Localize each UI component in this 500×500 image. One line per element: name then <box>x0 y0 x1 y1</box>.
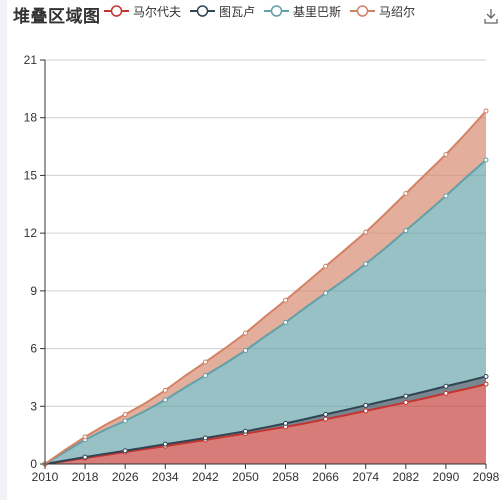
legend-item[interactable]: 图瓦卢 <box>190 3 255 20</box>
data-point <box>483 373 489 379</box>
series-line-基里巴斯 <box>44 159 487 465</box>
y-tick-label: 3 <box>30 399 37 413</box>
data-point <box>202 373 208 379</box>
area-马尔代夫 <box>45 384 486 464</box>
data-point <box>363 408 369 414</box>
data-point <box>82 454 88 460</box>
x-tick-label: 2034 <box>152 470 179 484</box>
data-point <box>162 397 168 403</box>
chart-title: 堆叠区域图 <box>13 7 101 26</box>
legend-label: 马尔代夫 <box>133 4 182 19</box>
x-tick-label: 2026 <box>112 470 139 484</box>
x-tick-label: 2018 <box>72 470 99 484</box>
legend-item[interactable]: 基里巴斯 <box>264 3 341 20</box>
data-point <box>363 229 369 235</box>
data-point <box>162 441 168 447</box>
x-tick-label: 2010 <box>32 470 59 484</box>
axis-layer: 0 3 6 9 12 15 18 21 2010 2018 2026 2034 2042 2050 2058… <box>24 53 500 484</box>
data-point <box>403 393 409 399</box>
y-tick-label: 6 <box>30 342 37 356</box>
legend-label: 基里巴斯 <box>293 4 342 19</box>
area-基里巴斯 <box>45 160 486 465</box>
data-point <box>323 263 329 269</box>
data-point <box>283 319 289 325</box>
legend-label: 马绍尔 <box>379 4 416 19</box>
y-tick-label: 9 <box>30 284 37 298</box>
area-layer <box>45 110 486 465</box>
y-tick-label: 15 <box>24 168 38 182</box>
data-point <box>122 418 128 424</box>
legend-item[interactable]: 马绍尔 <box>350 3 415 20</box>
data-point <box>162 387 168 393</box>
data-point <box>483 108 489 114</box>
data-point <box>363 261 369 267</box>
data-point <box>283 420 289 426</box>
x-tick-label: 2066 <box>312 470 339 484</box>
left-edge-strip <box>0 0 7 500</box>
data-point <box>483 381 489 387</box>
data-point <box>242 330 248 336</box>
x-tick-label: 2042 <box>192 470 219 484</box>
data-point <box>403 228 409 234</box>
data-point <box>202 359 208 365</box>
legend-label: 图瓦卢 <box>219 4 256 19</box>
x-tick-label: 2098 <box>473 470 500 484</box>
data-point <box>403 191 409 197</box>
x-tick-label: 2058 <box>272 470 299 484</box>
y-tick-label: 12 <box>24 226 38 240</box>
x-tick-label: 2082 <box>392 470 419 484</box>
point-layer <box>42 108 489 467</box>
y-tick-label: 18 <box>24 111 38 125</box>
data-point <box>363 402 369 408</box>
legend-item[interactable]: 马尔代夫 <box>104 3 181 20</box>
y-tick-label: 21 <box>24 53 38 67</box>
data-point <box>323 411 329 417</box>
data-point <box>283 297 289 303</box>
line-layer <box>44 110 487 465</box>
data-point <box>403 399 409 405</box>
series-line-马尔代夫 <box>44 383 487 465</box>
series-line-图瓦卢 <box>44 375 487 465</box>
data-point <box>483 157 489 163</box>
data-point <box>443 390 449 396</box>
x-tick-label: 2074 <box>352 470 379 484</box>
legend-symbol <box>190 5 216 17</box>
data-point <box>443 383 449 389</box>
data-point <box>323 416 329 422</box>
data-point <box>443 151 449 157</box>
data-point <box>122 448 128 454</box>
legend-symbol <box>104 5 129 17</box>
legend: 马尔代夫 图瓦卢 基里巴斯 马绍尔 <box>104 2 415 20</box>
download-icon[interactable] <box>484 8 498 24</box>
y-tick-label: 0 <box>30 457 37 471</box>
series-line-马绍尔 <box>44 110 487 465</box>
data-point <box>242 347 248 353</box>
data-point <box>82 434 88 440</box>
x-tick-label: 2090 <box>433 470 460 484</box>
data-point <box>443 193 449 199</box>
data-point <box>323 290 329 296</box>
x-tick-label: 2050 <box>232 470 259 484</box>
data-point <box>242 428 248 434</box>
data-point <box>202 435 208 441</box>
data-point <box>122 412 128 418</box>
legend-symbol <box>264 5 290 17</box>
legend-symbol <box>350 5 376 17</box>
